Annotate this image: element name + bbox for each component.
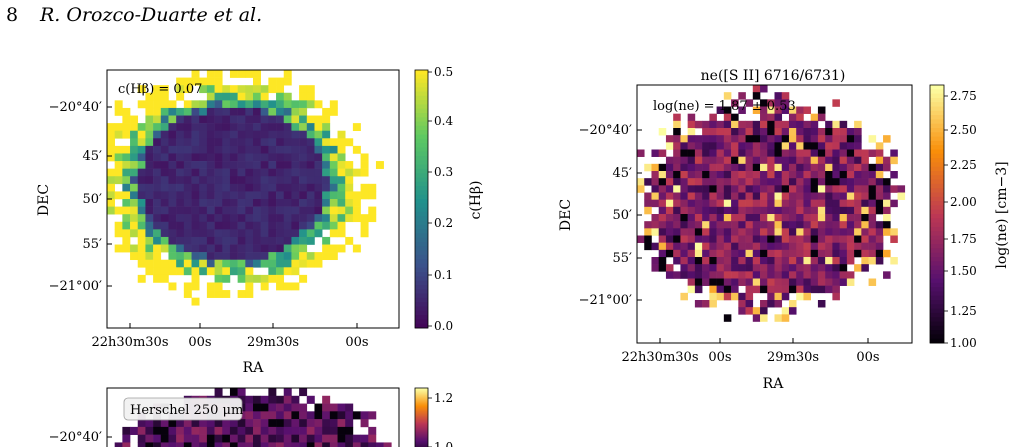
colorbar-tick-label: 0.4 bbox=[434, 114, 453, 128]
ytick-label: 45′ bbox=[613, 166, 633, 181]
xtick-label: 00s bbox=[188, 335, 211, 350]
ne-title: ne([S II] 6716/6731) bbox=[701, 68, 846, 84]
herschel-map bbox=[114, 388, 392, 447]
colorbar-tick-label: 0.2 bbox=[434, 216, 453, 230]
ytick-label: 55′ bbox=[613, 251, 633, 266]
ytick-label: −20°40′ bbox=[579, 123, 632, 138]
panel-herschel: Herschel 250 μm −20°40′ 1.2 1.0 bbox=[49, 387, 453, 447]
panel-chb: c(Hβ) = 0.07 22h30m30s 00s 29m30s 00s −20°40… bbox=[36, 65, 484, 376]
colorbar-tick-label: 2.50 bbox=[950, 123, 977, 137]
chb-annotation: c(Hβ) = 0.07 bbox=[118, 82, 202, 97]
chb-xlabel: RA bbox=[243, 360, 265, 376]
xtick-label: 00s bbox=[856, 350, 879, 365]
ne-map bbox=[637, 85, 906, 322]
running-authors: R. Orozco-Duarte et al. bbox=[40, 4, 263, 26]
colorbar-tick-label: 0.3 bbox=[434, 165, 453, 179]
colorbar-tick-label: 2.75 bbox=[950, 89, 977, 103]
xtick-label: 22h30m30s bbox=[92, 335, 169, 350]
chb-ylabel: DEC bbox=[36, 184, 52, 216]
xtick-label: 22h30m30s bbox=[622, 350, 699, 365]
chb-axes: 22h30m30s 00s 29m30s 00s −20°40′ 45′ 50′ 55′ −21… bbox=[49, 100, 369, 350]
ne-axes: 22h30m30s 00s 29m30s 00s −20°40′ 45′ 50′ 55′ −21… bbox=[579, 123, 880, 365]
chb-colorbar-label: c(Hβ) bbox=[468, 180, 484, 219]
ytick-label: −21°00′ bbox=[49, 279, 102, 294]
ytick-label: 55′ bbox=[83, 237, 103, 252]
xtick-label: 00s bbox=[345, 335, 368, 350]
colorbar-tick-label: 2.25 bbox=[950, 158, 977, 172]
colorbar-tick-label: 0.5 bbox=[434, 65, 453, 79]
chb-colorbar: 0.0 0.1 0.2 0.3 0.4 0.5 bbox=[414, 65, 453, 333]
page-header: 8 R. Orozco-Duarte et al. bbox=[0, 0, 1013, 40]
herschel-colorbar: 1.2 1.0 bbox=[414, 387, 453, 447]
xtick-label: 00s bbox=[708, 350, 731, 365]
colorbar-tick-label: 1.25 bbox=[950, 304, 977, 318]
xtick-label: 29m30s bbox=[247, 335, 299, 350]
colorbar-tick-label: 1.00 bbox=[950, 336, 977, 350]
ne-xlabel: RA bbox=[763, 376, 785, 392]
xtick-label: 29m30s bbox=[767, 350, 819, 365]
ytick-label: −20°40′ bbox=[49, 430, 102, 445]
colorbar-tick-label: 1.75 bbox=[950, 232, 977, 246]
ne-colorbar: 1.00 1.25 1.50 1.75 2.00 2.25 2.50 2.75 bbox=[929, 84, 977, 350]
ne-colorbar-label: log(ne) [cm−3] bbox=[994, 161, 1010, 268]
ytick-label: 50′ bbox=[83, 192, 103, 207]
ne-frame bbox=[636, 84, 913, 344]
ytick-label: 50′ bbox=[613, 208, 633, 223]
herschel-annotation-box bbox=[123, 397, 243, 421]
herschel-axes: −20°40′ bbox=[49, 430, 112, 445]
ne-annotation: log(ne) = 1.87 ± 0.53 bbox=[653, 99, 796, 114]
ytick-label: −21°00′ bbox=[579, 293, 632, 308]
colorbar-tick-label: 2.00 bbox=[950, 195, 977, 209]
herschel-frame bbox=[106, 387, 400, 447]
page-number: 8 bbox=[6, 4, 19, 26]
colorbar-tick-label: 1.0 bbox=[434, 440, 453, 447]
panel-ne: ne([S II] 6716/6731) log(ne) = 1.87 ± 0.… bbox=[558, 68, 1010, 392]
ytick-label: 45′ bbox=[83, 149, 103, 164]
chb-map bbox=[107, 70, 384, 306]
colorbar-tick-label: 1.50 bbox=[950, 264, 977, 278]
ne-ylabel: DEC bbox=[558, 199, 574, 231]
herschel-annotation: Herschel 250 μm bbox=[130, 403, 243, 418]
colorbar-tick-label: 0.0 bbox=[434, 319, 453, 333]
ytick-label: −20°40′ bbox=[49, 100, 102, 115]
colorbar-tick-label: 0.1 bbox=[434, 268, 453, 282]
colorbar-tick-label: 1.2 bbox=[434, 391, 453, 405]
